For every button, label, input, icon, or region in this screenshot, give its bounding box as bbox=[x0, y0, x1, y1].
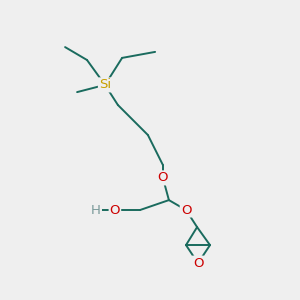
Text: O: O bbox=[110, 203, 120, 217]
Text: H: H bbox=[91, 203, 101, 217]
Text: Si: Si bbox=[99, 78, 111, 92]
Text: O: O bbox=[181, 203, 191, 217]
Text: O: O bbox=[193, 256, 203, 270]
Text: O: O bbox=[158, 171, 168, 184]
